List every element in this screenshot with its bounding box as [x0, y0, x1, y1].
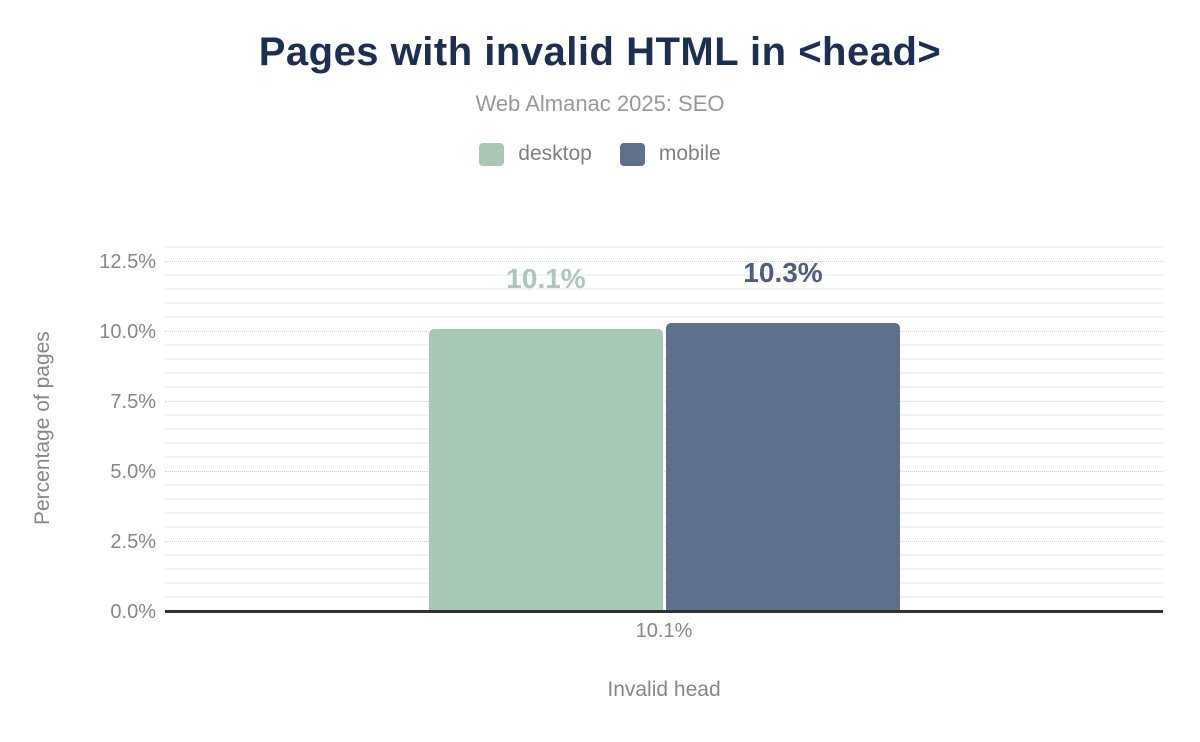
gridline-minor: [165, 413, 1163, 416]
gridline-minor: [165, 568, 1163, 570]
x-axis-line: [165, 610, 1163, 613]
data-label-desktop: 10.1%: [506, 263, 586, 294]
legend-item-mobile: mobile: [619, 142, 721, 166]
gridline-minor: [165, 582, 1163, 584]
legend-swatch-mobile: [619, 142, 645, 166]
legend-item-desktop: desktop: [479, 142, 592, 166]
gridline-minor: [165, 315, 1163, 318]
gridline-minor: [165, 427, 1163, 430]
gridline-minor: [165, 526, 1163, 528]
gridline-minor: [165, 287, 1163, 290]
x-axis-title: Invalid head: [607, 678, 721, 701]
y-tick-label: 12.5%: [99, 250, 156, 273]
chart-subtitle: Web Almanac 2025: SEO: [475, 91, 725, 116]
gridline-minor: [165, 497, 1163, 500]
gridline-major: [165, 260, 1163, 262]
gridline-minor: [165, 385, 1163, 388]
x-tick-label: 10.1%: [635, 620, 693, 642]
bar-mobile: [666, 323, 900, 612]
gridline-major: [165, 541, 1163, 542]
bar-desktop: [429, 329, 663, 612]
plot-area: 0.0% 2.5% 5.0% 7.5% 10.0% 12.5% 10.1% 10.3%: [99, 245, 1163, 622]
gridline-minor: [165, 511, 1163, 514]
y-tick-label: 0.0%: [110, 601, 156, 623]
y-tick-label: 2.5%: [110, 531, 156, 553]
gridline-major: [165, 330, 1163, 332]
data-label-mobile: 10.3%: [743, 257, 823, 289]
gridline-minor: [165, 371, 1163, 374]
y-tick-label: 7.5%: [110, 390, 156, 413]
gridline-minor: [165, 596, 1163, 598]
gridline-major: [165, 400, 1163, 402]
gridline-minor: [165, 245, 1163, 248]
gridline-minor: [165, 343, 1163, 346]
gridline-minor: [165, 554, 1163, 556]
y-tick-label: 5.0%: [110, 460, 156, 483]
gridline-minor: [165, 441, 1163, 444]
gridline-minor: [165, 357, 1163, 360]
gridline-minor: [165, 483, 1163, 486]
legend-label-desktop: desktop: [518, 142, 592, 165]
y-axis-title: Percentage of pages: [31, 331, 54, 526]
y-tick-label: 10.0%: [99, 320, 156, 343]
chart-title: Pages with invalid HTML in <head>: [258, 30, 942, 74]
legend-label-mobile: mobile: [658, 142, 721, 165]
gridline-minor: [165, 301, 1163, 304]
legend-swatch-desktop: [479, 142, 505, 166]
gridline-minor: [165, 273, 1163, 276]
gridline-major: [165, 470, 1163, 472]
gridline-minor: [165, 455, 1163, 458]
legend: desktop mobile: [0, 142, 1200, 166]
